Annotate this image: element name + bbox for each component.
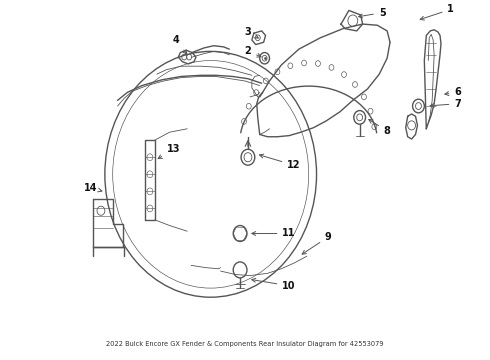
Text: 9: 9 xyxy=(302,232,332,254)
Text: 11: 11 xyxy=(252,229,296,238)
Text: 8: 8 xyxy=(369,120,391,136)
Text: 14: 14 xyxy=(84,183,102,193)
Text: 2022 Buick Encore GX Fender & Components Rear Insulator Diagram for 42553079: 2022 Buick Encore GX Fender & Components… xyxy=(106,341,384,347)
Text: 12: 12 xyxy=(260,154,301,170)
Text: 13: 13 xyxy=(158,144,180,159)
Text: 10: 10 xyxy=(252,278,296,291)
Text: 3: 3 xyxy=(245,27,258,38)
Text: 4: 4 xyxy=(173,35,187,54)
Text: 2: 2 xyxy=(245,46,261,57)
Text: 6: 6 xyxy=(445,87,461,97)
Text: 1: 1 xyxy=(420,4,454,20)
Text: 5: 5 xyxy=(359,8,386,18)
Text: 7: 7 xyxy=(430,99,461,109)
